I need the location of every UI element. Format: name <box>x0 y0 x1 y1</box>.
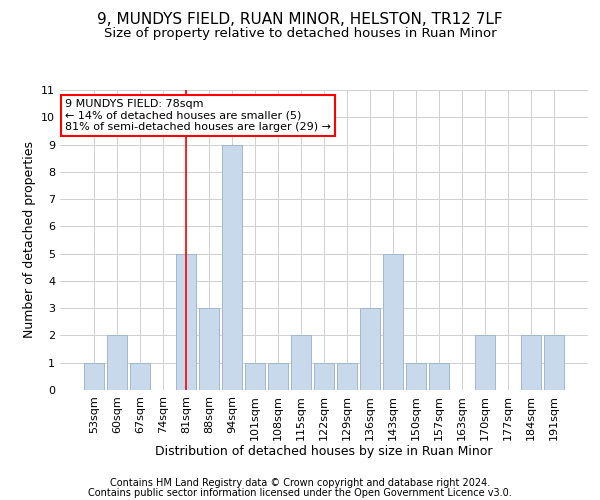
Y-axis label: Number of detached properties: Number of detached properties <box>23 142 35 338</box>
Bar <box>337 362 357 390</box>
Bar <box>314 362 334 390</box>
Bar <box>521 336 541 390</box>
Bar <box>383 254 403 390</box>
Bar <box>84 362 104 390</box>
Bar <box>430 362 449 390</box>
Bar <box>544 336 564 390</box>
Bar <box>176 254 196 390</box>
Bar <box>199 308 218 390</box>
Bar <box>245 362 265 390</box>
Bar <box>475 336 495 390</box>
Text: 9 MUNDYS FIELD: 78sqm
← 14% of detached houses are smaller (5)
81% of semi-detac: 9 MUNDYS FIELD: 78sqm ← 14% of detached … <box>65 99 331 132</box>
Bar <box>107 336 127 390</box>
Text: Contains HM Land Registry data © Crown copyright and database right 2024.: Contains HM Land Registry data © Crown c… <box>110 478 490 488</box>
Text: Size of property relative to detached houses in Ruan Minor: Size of property relative to detached ho… <box>104 28 496 40</box>
Bar <box>222 144 242 390</box>
X-axis label: Distribution of detached houses by size in Ruan Minor: Distribution of detached houses by size … <box>155 446 493 458</box>
Bar <box>130 362 149 390</box>
Text: Contains public sector information licensed under the Open Government Licence v3: Contains public sector information licen… <box>88 488 512 498</box>
Bar <box>268 362 288 390</box>
Bar <box>360 308 380 390</box>
Bar <box>406 362 426 390</box>
Text: 9, MUNDYS FIELD, RUAN MINOR, HELSTON, TR12 7LF: 9, MUNDYS FIELD, RUAN MINOR, HELSTON, TR… <box>97 12 503 28</box>
Bar <box>291 336 311 390</box>
